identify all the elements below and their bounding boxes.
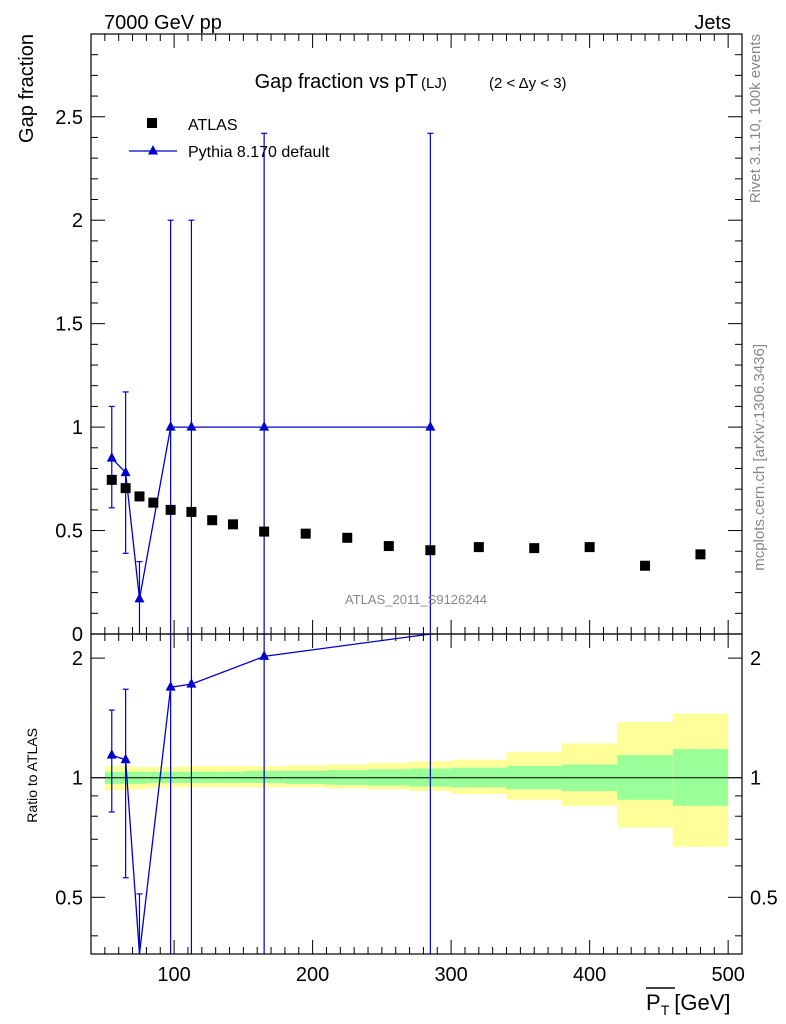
x-tick-label: 300 [434,964,467,986]
atlas-point [165,504,176,515]
main-y-tick-label: 0 [72,624,83,646]
atlas-point [529,543,540,554]
main-y-tick-label: 1 [72,417,83,439]
ratio-y-tick-label-right: 1 [750,768,761,790]
atlas-point [207,515,218,526]
main-plot-area [106,132,706,635]
atlas-point [584,542,595,553]
legend-pythia-label: Pythia 8.170 default [188,144,330,161]
atlas-point [148,497,159,508]
x-tick-label: 400 [573,964,606,986]
x-axis-title-sub: T [661,1002,670,1018]
atlas-point [259,526,270,537]
pythia-point [134,592,145,603]
ratio-point [120,753,131,764]
atlas-point [300,528,311,539]
energy-label: 7000 GeV pp [104,12,222,34]
analysis-watermark: ATLAS_2011_S9126244 [345,592,487,607]
main-y-axis-title: Gap fraction [16,34,38,143]
legend-atlas-label: ATLAS [188,117,238,134]
x-tick-label: 200 [296,964,329,986]
chart-title-subscript: (LJ) [421,75,447,92]
x-tick-label: 500 [711,964,744,986]
pythia-point [425,421,436,431]
x-axis-title: PT [GeV] [646,990,731,1018]
ratio-y-tick-label-right: 0.5 [750,887,778,909]
atlas-point [134,491,145,502]
main-y-tick-label: 1.5 [55,314,83,336]
main-y-tick-label: 2 [72,210,83,232]
mcplots-label: mcplots.cern.ch [arXiv:1306.3436] [751,344,768,571]
atlas-point [695,549,706,560]
pythia-point [186,421,197,431]
atlas-point [106,474,117,485]
ratio-line [111,633,431,955]
pythia-point [259,421,270,431]
atlas-point [186,506,197,517]
atlas-point [227,519,238,530]
pythia-point [120,466,131,477]
ratio-y-axis-title: Ratio to ATLAS [24,728,40,823]
ratio-frame [90,633,743,955]
chart-title-range: (2 < Δy < 3) [489,75,567,92]
pythia-line [111,426,431,599]
category-label: Jets [694,12,731,34]
rivet-label: Rivet 3.1.10, 100k events [747,34,764,203]
ratio-point [165,681,176,691]
legend-atlas-marker [147,118,157,128]
chart-title: Gap fraction vs pT [255,71,418,93]
atlas-point [640,560,651,571]
ratio-point [186,678,197,688]
ratio-uncertainty-bands [91,713,742,847]
atlas-point [383,541,394,552]
ratio-plot-area [106,633,431,955]
ratio-y-tick-label-left: 1 [72,768,83,790]
main-y-tick-label: 2.5 [55,107,83,129]
x-axis-title-p: P [646,990,661,1015]
pythia-point [106,452,117,462]
atlas-point [342,532,353,543]
atlas-point [425,545,436,556]
atlas-point [473,542,484,553]
ratio-y-tick-label-left: 0.5 [55,887,83,909]
ratio-y-tick-label-right: 2 [750,648,761,670]
x-axis-title-unit: [GeV] [674,990,730,1015]
pythia-point [165,421,176,431]
ratio-y-tick-label-left: 2 [72,648,83,670]
legend-pythia-marker [148,145,158,155]
main-y-tick-label: 0.5 [55,521,83,543]
x-tick-label: 100 [157,964,190,986]
ratio-point [259,650,270,660]
legend: ATLAS Pythia 8.170 default [129,117,330,161]
atlas-point [120,483,131,494]
ratio-point [106,749,117,759]
